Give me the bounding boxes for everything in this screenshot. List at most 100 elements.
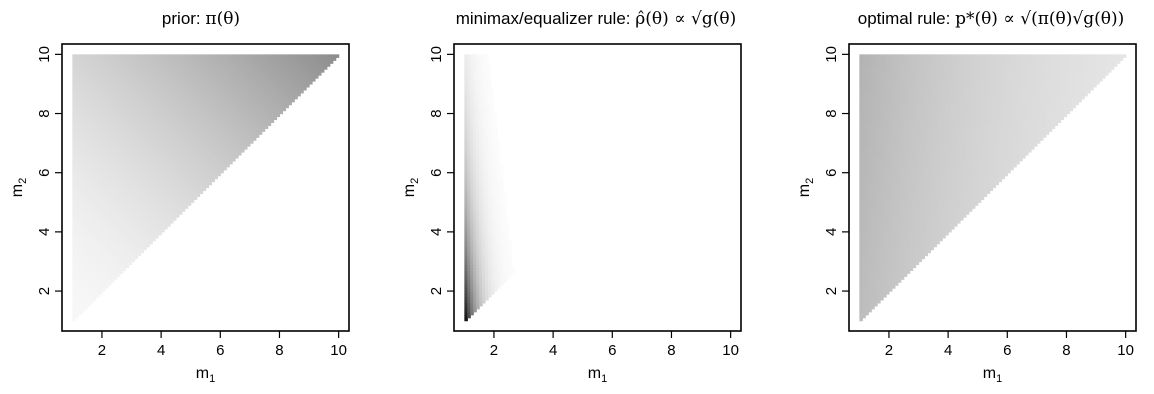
heatmap-cell xyxy=(246,57,251,61)
heatmap-cell xyxy=(288,66,292,70)
heatmap-cell xyxy=(75,80,79,85)
heatmap-cell xyxy=(276,104,281,109)
heatmap-cell xyxy=(143,140,147,144)
heatmap-cell xyxy=(232,92,236,97)
heatmap-cell xyxy=(140,193,144,197)
heatmap-cell xyxy=(261,54,266,58)
heatmap-cell xyxy=(101,175,106,180)
heatmap-cell xyxy=(131,78,136,82)
heatmap-cell xyxy=(470,279,474,283)
heatmap-cell xyxy=(473,243,477,248)
heatmap-cell xyxy=(476,208,480,212)
heatmap-cell xyxy=(488,154,492,159)
heatmap-cell xyxy=(297,66,301,70)
heatmap-cell xyxy=(149,66,153,70)
heatmap-cell xyxy=(467,196,471,200)
heatmap-cell xyxy=(169,217,174,221)
heatmap-cell xyxy=(84,285,88,289)
heatmap-cell xyxy=(238,54,242,58)
heatmap-cell xyxy=(490,285,495,289)
heatmap-cell xyxy=(226,116,230,121)
heatmap-cell xyxy=(93,199,97,203)
heatmap-cell xyxy=(84,178,88,183)
heatmap-cell xyxy=(172,98,177,103)
heatmap-cell xyxy=(96,291,100,295)
heatmap-cell xyxy=(72,196,76,200)
heatmap-cell xyxy=(122,208,127,212)
heatmap-cell xyxy=(232,116,236,121)
heatmap-cell xyxy=(72,134,76,138)
heatmap-cell xyxy=(122,66,127,70)
heatmap-cell xyxy=(98,217,103,221)
heatmap-cell xyxy=(470,86,474,91)
heatmap-cell xyxy=(131,243,136,248)
heatmap-cell xyxy=(196,66,201,70)
heatmap-cell xyxy=(476,225,480,230)
heatmap-cell xyxy=(134,190,139,195)
heatmap-cell xyxy=(226,163,230,168)
heatmap-cell xyxy=(96,279,100,283)
heatmap-cell xyxy=(267,101,272,106)
heatmap-cell xyxy=(93,181,97,186)
heatmap-cell xyxy=(485,270,489,274)
heatmap-cell xyxy=(128,157,133,162)
heatmap-cell xyxy=(90,137,94,141)
heatmap-cell xyxy=(110,261,115,266)
heatmap-cell xyxy=(75,193,79,197)
heatmap-cell xyxy=(167,104,171,109)
heatmap-cell xyxy=(110,187,115,192)
heatmap-cell xyxy=(184,172,189,177)
heatmap-cell xyxy=(169,57,174,61)
heatmap-cell xyxy=(93,143,97,147)
heatmap-cell xyxy=(178,63,183,67)
heatmap-cell xyxy=(223,128,227,132)
heatmap-cell xyxy=(116,223,121,227)
heatmap-cell xyxy=(255,104,260,109)
heatmap-cell xyxy=(211,151,215,156)
heatmap-cell xyxy=(479,261,483,266)
heatmap-cell xyxy=(282,60,286,64)
heatmap-cell xyxy=(143,134,147,138)
heatmap-cell xyxy=(134,225,139,230)
heatmap-cell xyxy=(98,276,103,280)
heatmap-cell xyxy=(232,151,236,156)
heatmap-cell xyxy=(320,57,325,61)
heatmap-cell xyxy=(93,220,97,224)
heatmap-cell xyxy=(90,202,94,206)
heatmap-cell xyxy=(169,107,174,112)
heatmap-cell xyxy=(169,110,174,115)
heatmap-cell xyxy=(75,296,79,301)
heatmap-cell xyxy=(172,113,177,118)
heatmap-cell xyxy=(137,172,142,177)
heatmap-cell xyxy=(107,54,112,58)
heatmap-cell xyxy=(490,217,495,221)
heatmap-cell xyxy=(107,80,112,85)
heatmap-cell xyxy=(190,122,195,126)
heatmap-cell xyxy=(175,107,180,112)
heatmap-cell xyxy=(202,128,207,132)
heatmap-cell xyxy=(75,279,79,283)
heatmap-cell xyxy=(291,92,295,97)
heatmap-cell xyxy=(119,140,124,144)
heatmap-cell xyxy=(232,60,236,64)
heatmap-cell xyxy=(196,122,201,126)
heatmap-cell xyxy=(72,234,76,239)
heatmap-cell xyxy=(320,69,325,73)
heatmap-cell xyxy=(116,228,121,233)
heatmap-cell xyxy=(128,208,133,212)
heatmap-cell xyxy=(158,175,162,180)
heatmap-cell xyxy=(464,199,468,203)
heatmap-cell xyxy=(208,86,213,91)
heatmap-cell xyxy=(467,163,471,168)
heatmap-cell xyxy=(175,160,180,165)
heatmap-cell xyxy=(125,54,130,58)
heatmap-cell xyxy=(140,92,144,97)
heatmap-cell xyxy=(211,149,215,153)
heatmap-cell xyxy=(202,140,207,144)
heatmap-cell xyxy=(196,140,201,144)
heatmap-cell xyxy=(279,80,284,85)
heatmap-cell xyxy=(169,128,174,132)
heatmap-cell xyxy=(113,104,118,109)
heatmap-cell xyxy=(187,101,192,106)
heatmap-cell xyxy=(175,134,180,138)
